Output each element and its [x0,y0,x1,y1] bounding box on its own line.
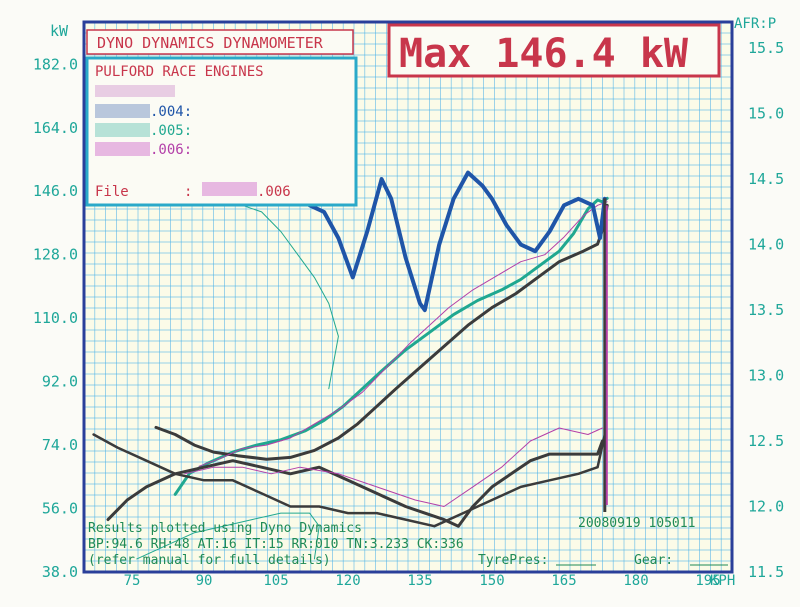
footer-line-1: Results plotted using Dyno Dynamics [88,521,362,536]
y-tick-left-label: 182.0 [33,55,78,73]
redacted-name-block [95,85,175,97]
tyre-pressure-label: TyrePres: [478,553,548,568]
x-tick-label: 195 [695,573,720,589]
y-tick-left-label: 164.0 [33,119,78,137]
max-power-label: Max 146.4 kW [399,31,689,77]
y-ticks-right: 11.5 12.0 12.5 13.0 13.5 14.0 14.5 15.0 15.5 [748,39,784,581]
series-line-afr-5 [92,433,607,528]
footer-line-3: (refer manual for full details) [88,553,331,568]
y-tick-left-label: 74.0 [42,436,78,454]
x-tick-label: 90 [196,573,213,589]
x-axis-label: KPH [710,573,735,589]
title-box [86,29,354,55]
plot-frame [82,20,734,574]
run-006-redacted [95,142,150,156]
legend-company: PULFORD RACE ENGINES [95,64,264,80]
y-axis-left-label: kW [50,22,69,40]
y-axis-right-label: AFR:P [734,16,776,32]
y-tick-left-label: 92.0 [42,373,78,391]
series-line-power-2 [198,201,608,467]
file-redacted [202,182,257,196]
y-tick-right-label: 12.5 [748,432,784,450]
x-ticks: 75 90 105 120 135 150 165 180 195 [124,573,721,589]
y-tick-left-label: 146.0 [33,182,78,200]
y-tick-right-label: 13.0 [748,367,784,385]
x-tick-label: 165 [551,573,576,589]
y-tick-right-label: 14.5 [748,170,784,188]
y-ticks-left: 38.0 56.0 74.0 92.0 110.0 128.0 146.0 164.0 182.… [33,55,78,581]
series-line-afr-4 [106,439,604,528]
file-label: File [95,184,129,200]
x-tick-label: 105 [263,573,288,589]
series-line-afr-7 [136,512,320,560]
run-datetime: 20080919 105011 [578,516,695,531]
y-tick-left-label: 128.0 [33,246,78,264]
run-005-label: .005: [150,123,192,139]
x-tick-label: 135 [407,573,432,589]
y-tick-right-label: 13.5 [748,301,784,319]
series-line-afr-8 [222,198,339,390]
y-tick-right-label: 15.5 [748,39,784,57]
max-power-box [387,23,721,78]
y-tick-right-label: 14.0 [748,236,784,254]
run-004-redacted [95,104,150,118]
y-tick-right-label: 15.0 [748,105,784,123]
y-tick-left-label: 38.0 [42,563,78,581]
y-tick-left-label: 56.0 [42,500,78,518]
run-005-redacted [95,123,150,137]
x-tick-label: 120 [335,573,360,589]
file-suffix: .006 [257,184,291,200]
y-tick-left-label: 110.0 [33,309,78,327]
footer-line-2: BP:94.6 RH:48 AT:16 IT:15 RR:010 TN:3.23… [88,537,464,552]
series-group [92,170,609,560]
dyno-title: DYNO DYNAMICS DYNAMOMETER [97,34,324,52]
gear-label: Gear: [634,553,673,568]
x-tick-label: 75 [124,573,141,589]
series-line-afr-3 [307,170,607,313]
x-tick-label: 180 [623,573,648,589]
file-separator: : [184,184,192,200]
series-line-afr-6 [184,427,603,507]
y-tick-right-label: 12.0 [748,498,784,516]
series-line-power-0 [173,196,609,496]
run-006-label: .006: [150,142,192,158]
x-tick-label: 150 [479,573,504,589]
y-tick-right-label: 11.5 [748,563,784,581]
run-004-label: .004: [150,104,192,120]
